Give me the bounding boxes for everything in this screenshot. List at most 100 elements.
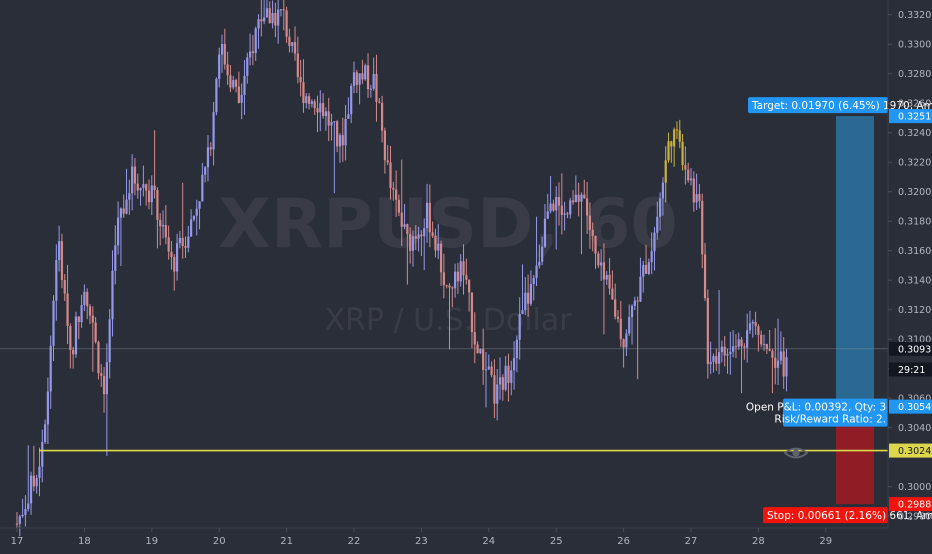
candle-body	[122, 208, 125, 214]
candle-body	[347, 114, 350, 119]
candle-body	[667, 141, 670, 161]
candle-body	[524, 292, 527, 311]
candle-body	[591, 229, 594, 236]
candle-body	[21, 514, 24, 517]
candle-body	[229, 75, 232, 88]
candle-body	[310, 101, 313, 104]
candle-body	[527, 292, 530, 304]
candle-body	[175, 243, 179, 272]
candle-body	[395, 189, 398, 200]
candle-body	[49, 345, 52, 392]
candle-body	[302, 82, 305, 104]
candle-body	[715, 356, 718, 364]
candle-body	[358, 73, 361, 85]
candle-body	[504, 365, 507, 390]
candle-body	[695, 194, 698, 203]
time-axis[interactable]: 17 18 19 20 21 22 23 24 25 26 27 28 29	[0, 527, 888, 547]
candle-body	[445, 285, 448, 287]
candle-body	[114, 245, 117, 271]
candle-body	[32, 475, 35, 487]
candle-body	[417, 234, 420, 239]
candle-body	[616, 316, 620, 319]
candle-body	[319, 103, 322, 113]
candle-body	[659, 198, 662, 217]
candle-body	[43, 424, 47, 443]
target-label-text: Target: 0.01970 (6.45%) 1970, Am	[751, 100, 932, 112]
candle-body	[206, 147, 210, 168]
candle-body	[748, 323, 752, 331]
candle-body	[552, 203, 555, 211]
candle-body	[670, 141, 673, 147]
candle-body	[661, 182, 665, 199]
candle-body	[473, 332, 476, 345]
watermark-symbol: XRPUSD, 60	[218, 185, 677, 264]
candle-body	[386, 160, 389, 163]
candle-body	[260, 19, 263, 22]
candle-body	[673, 129, 676, 147]
candle-body	[108, 319, 111, 363]
candle-body	[776, 360, 780, 368]
candle-body	[293, 42, 297, 54]
candle-body	[482, 348, 485, 370]
candle-body	[355, 72, 358, 85]
candle-body	[204, 167, 207, 175]
candle-body	[729, 351, 732, 355]
eye-icon[interactable]	[783, 447, 809, 459]
time-tick-label: 21	[280, 536, 293, 547]
candle-body	[653, 232, 656, 252]
candle-body	[307, 96, 311, 104]
candle-body	[55, 260, 58, 301]
candle-body	[105, 362, 108, 395]
candle-body	[633, 300, 636, 306]
crosshair-price-tag-text: 0.30935	[898, 344, 932, 355]
candle-body	[689, 178, 693, 181]
candle-body	[507, 365, 510, 383]
stop-label[interactable]: Stop: 0.00661 (2.16%) 661, Am	[763, 507, 932, 524]
candle-body	[664, 160, 667, 183]
candle-body	[125, 199, 128, 214]
target-label[interactable]: Target: 0.01970 (6.45%) 1970, Am	[748, 97, 932, 114]
time-tick-label: 19	[145, 536, 158, 547]
candle-body	[706, 298, 709, 365]
candle-body	[437, 243, 440, 251]
candle-body	[251, 51, 254, 54]
time-tick-label: 26	[617, 536, 630, 547]
candle-body	[518, 313, 521, 340]
candle-body	[237, 86, 240, 103]
candle-body	[322, 103, 325, 117]
candle-body	[389, 162, 392, 188]
candle-body	[456, 271, 460, 282]
candle-body	[119, 208, 123, 218]
candle-body	[428, 202, 431, 233]
candle-body	[383, 130, 386, 161]
pnl-price-tag	[889, 399, 932, 414]
open-pnl-label[interactable]: Open P&L: 0.00392, Qty: 3 Risk/Reward Ra…	[746, 398, 888, 427]
price-tags-group: 0.32513 0.30935 29:21 0.30543 0.30245 0.29882	[889, 109, 932, 512]
candle-body	[571, 200, 575, 203]
candle-body	[647, 262, 650, 274]
candle-body	[543, 218, 547, 247]
time-tick-label: 29	[819, 536, 832, 547]
candle-body	[139, 188, 142, 191]
candle-body	[63, 279, 66, 294]
candle-body	[232, 80, 235, 88]
candles-group	[15, 0, 788, 537]
support-price-tag	[889, 443, 932, 458]
candle-body	[622, 339, 625, 348]
candle-body	[128, 193, 131, 200]
candle-body	[771, 350, 774, 358]
candle-body	[268, 8, 271, 24]
target-zone[interactable]	[836, 116, 874, 407]
candle-body	[630, 305, 634, 318]
candle-body	[341, 135, 344, 146]
candle-body	[366, 65, 370, 90]
candle-body	[605, 274, 608, 280]
